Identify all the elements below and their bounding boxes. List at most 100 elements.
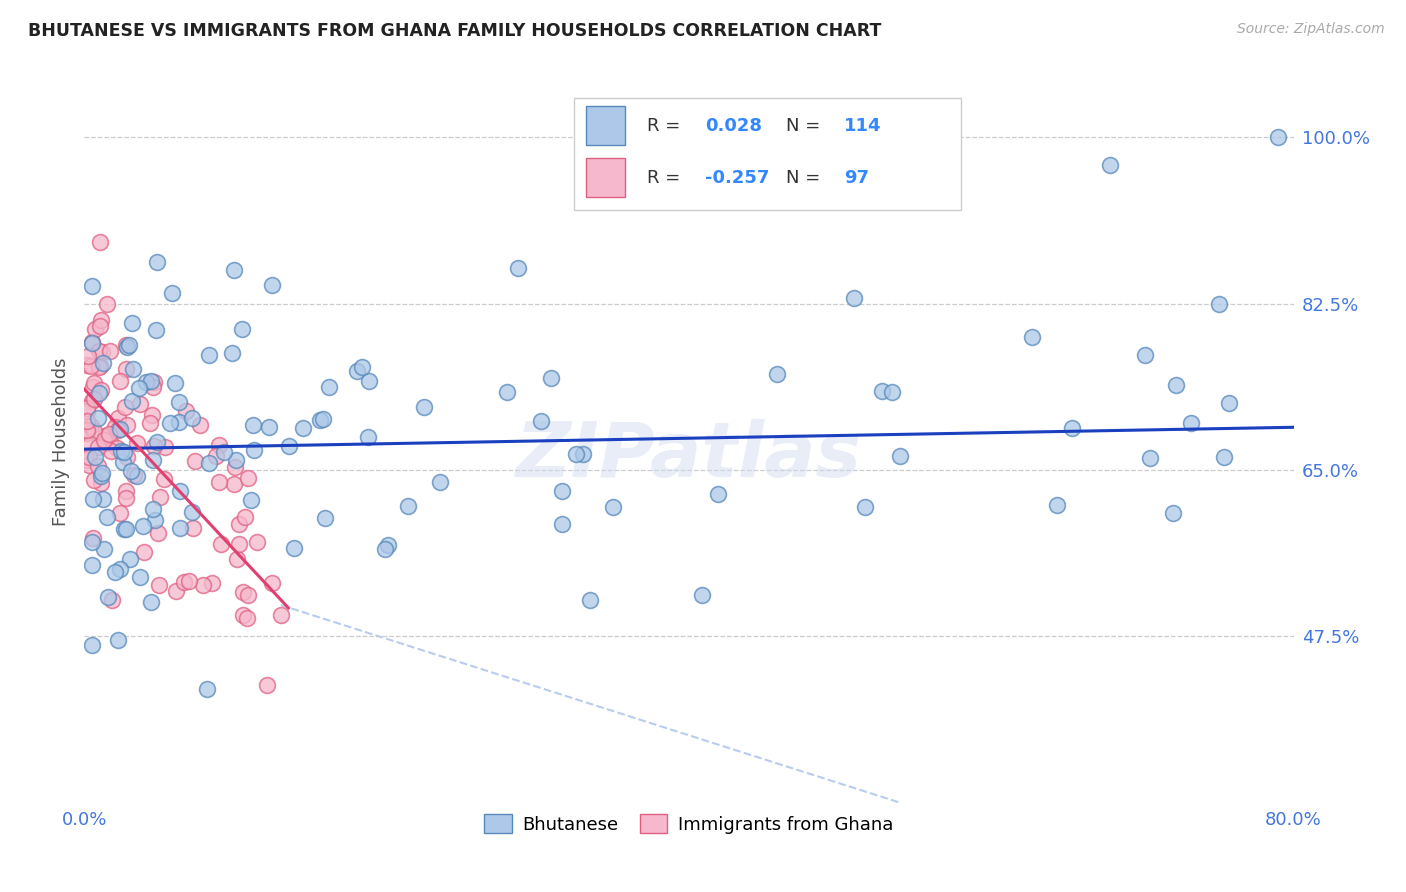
Point	[377, 538, 399, 552]
Point	[89, 318, 111, 333]
Point	[100, 444, 122, 458]
Point	[239, 492, 262, 507]
Point	[177, 574, 200, 588]
Point	[184, 454, 207, 468]
Point	[236, 588, 259, 602]
Point	[1046, 498, 1069, 512]
Point	[1021, 329, 1043, 343]
Point	[236, 611, 259, 625]
Point	[84, 450, 107, 464]
Point	[318, 380, 340, 394]
Point	[91, 491, 114, 506]
Point	[209, 537, 232, 551]
Text: Source: ZipAtlas.com: Source: ZipAtlas.com	[1237, 22, 1385, 37]
Point	[1208, 297, 1230, 311]
Text: 114: 114	[844, 117, 882, 135]
Point	[90, 475, 112, 490]
Point	[1180, 417, 1202, 431]
Point	[135, 375, 157, 389]
Point	[142, 453, 165, 467]
Point	[173, 574, 195, 589]
Point	[309, 413, 332, 427]
Point	[89, 359, 111, 374]
Point	[1218, 396, 1240, 410]
Point	[80, 558, 103, 573]
Point	[98, 344, 121, 359]
Point	[200, 576, 222, 591]
Point	[76, 350, 98, 364]
Point	[89, 235, 111, 249]
Point	[176, 404, 198, 418]
Point	[243, 443, 266, 458]
Point	[80, 638, 103, 652]
Point	[357, 430, 380, 444]
Point	[236, 471, 259, 485]
Point	[139, 417, 162, 431]
Point	[231, 322, 253, 336]
Point	[146, 526, 169, 541]
Point	[96, 297, 118, 311]
Point	[110, 444, 132, 458]
Point	[114, 401, 136, 415]
Point	[228, 516, 250, 531]
Point	[84, 321, 107, 335]
Point	[90, 469, 112, 483]
Point	[246, 534, 269, 549]
Point	[707, 486, 730, 500]
Point	[311, 411, 333, 425]
Point	[98, 435, 121, 450]
Point	[142, 379, 165, 393]
Point	[76, 404, 98, 418]
Point	[357, 374, 380, 388]
Point	[83, 424, 105, 438]
Point	[222, 263, 245, 277]
Point	[551, 484, 574, 499]
Point	[278, 439, 301, 453]
Point	[221, 346, 243, 360]
Point	[87, 385, 110, 400]
Point	[142, 502, 165, 516]
Point	[83, 474, 105, 488]
Point	[94, 428, 117, 442]
Point	[122, 362, 145, 376]
Point	[82, 278, 104, 293]
Point	[101, 593, 124, 607]
Point	[242, 418, 264, 433]
Point	[91, 344, 114, 359]
Point	[197, 457, 219, 471]
Point	[82, 379, 104, 393]
Point	[191, 577, 214, 591]
Point	[76, 423, 98, 437]
Point	[146, 255, 169, 269]
Point	[153, 472, 176, 486]
Point	[1133, 348, 1156, 362]
Text: 97: 97	[844, 169, 869, 186]
Point	[212, 445, 235, 459]
Point	[107, 423, 129, 437]
Point	[579, 592, 602, 607]
Point	[222, 477, 245, 491]
Point	[260, 277, 283, 292]
Point	[181, 521, 204, 535]
Point	[97, 591, 120, 605]
Point	[76, 425, 98, 440]
Point	[115, 522, 138, 536]
Point	[228, 537, 250, 551]
Point	[1139, 451, 1161, 466]
Point	[128, 381, 150, 395]
Point	[198, 348, 221, 362]
Point	[80, 394, 103, 409]
Point	[80, 359, 103, 373]
Point	[374, 541, 396, 556]
Point	[551, 516, 574, 531]
Text: 0.028: 0.028	[704, 117, 762, 135]
Point	[110, 422, 132, 436]
Point	[262, 576, 284, 591]
Point	[77, 450, 100, 464]
Point	[143, 376, 166, 390]
Text: -0.257: -0.257	[704, 169, 769, 186]
Point	[149, 490, 172, 504]
Point	[87, 344, 110, 359]
Point	[208, 438, 231, 452]
Point	[96, 509, 118, 524]
